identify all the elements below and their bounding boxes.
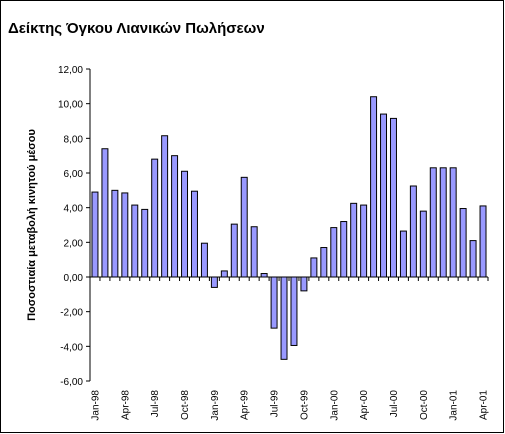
bar [459, 208, 467, 278]
bar [141, 208, 149, 278]
bar [429, 167, 437, 278]
y-tick-label: 0,00 [64, 273, 84, 284]
x-tick-label: Jan-00 [329, 390, 340, 421]
x-tick-label: Jul-00 [389, 390, 400, 418]
x-tick-label: Apr-98 [120, 390, 131, 420]
bar [151, 158, 159, 278]
bar [350, 202, 358, 278]
bar [121, 192, 129, 278]
bar [91, 191, 99, 278]
bar [419, 210, 427, 278]
bar [200, 242, 208, 278]
y-tick-label: 4,00 [64, 204, 84, 215]
y-tick-label: 12,00 [58, 65, 83, 76]
x-tick-label: Jan-99 [210, 390, 221, 421]
y-axis-label: Ποσοστιαία μεταβολή κινητού μέσου [26, 129, 38, 321]
bar [409, 185, 417, 278]
bar [330, 227, 338, 278]
bar [399, 230, 407, 278]
bar [449, 167, 457, 278]
bar [380, 113, 388, 278]
bar [190, 190, 198, 278]
bar [210, 276, 218, 288]
bar [171, 155, 179, 278]
bar [280, 276, 288, 360]
x-tick-label: Oct-99 [299, 390, 310, 420]
x-tick-label: Oct-00 [419, 390, 430, 420]
x-tick-label: Apr-99 [240, 390, 251, 420]
bar [370, 96, 378, 278]
x-tick-label: Jul-99 [270, 390, 281, 418]
bar [310, 257, 318, 278]
bar [439, 167, 447, 278]
bar [101, 148, 109, 278]
bar [111, 189, 119, 278]
bar [250, 226, 258, 278]
y-tick-label: -2,00 [60, 308, 83, 319]
bar [240, 176, 248, 278]
bar [161, 135, 169, 278]
bar [360, 204, 368, 278]
y-tick-label: 10,00 [58, 100, 83, 111]
bar [270, 276, 278, 329]
bar [290, 276, 298, 346]
bar [389, 117, 397, 278]
x-tick-label: Apr-00 [359, 390, 370, 420]
x-tick-label: Jan-01 [449, 390, 460, 421]
bar [300, 276, 308, 292]
y-tick-label: 6,00 [64, 169, 84, 180]
bar [479, 205, 487, 278]
bar [220, 270, 228, 278]
y-tick-label: 8,00 [64, 134, 84, 145]
bar [340, 221, 348, 278]
x-tick-label: Oct-98 [180, 390, 191, 420]
bar [181, 170, 189, 278]
bar [131, 204, 139, 278]
bar [230, 223, 238, 278]
bar [320, 247, 328, 278]
chart-title: Δείκτης Όγκου Λιανικών Πωλήσεων [8, 20, 265, 37]
y-tick-label: -6,00 [60, 377, 83, 388]
x-tick-label: Apr-01 [479, 390, 490, 420]
y-tick-label: -4,00 [60, 342, 83, 353]
x-tick-label: Jul-98 [150, 390, 161, 418]
bar [469, 240, 477, 278]
x-tick-label: Jan-98 [90, 390, 101, 421]
y-tick-label: 2,00 [64, 238, 84, 249]
bar [260, 273, 268, 278]
